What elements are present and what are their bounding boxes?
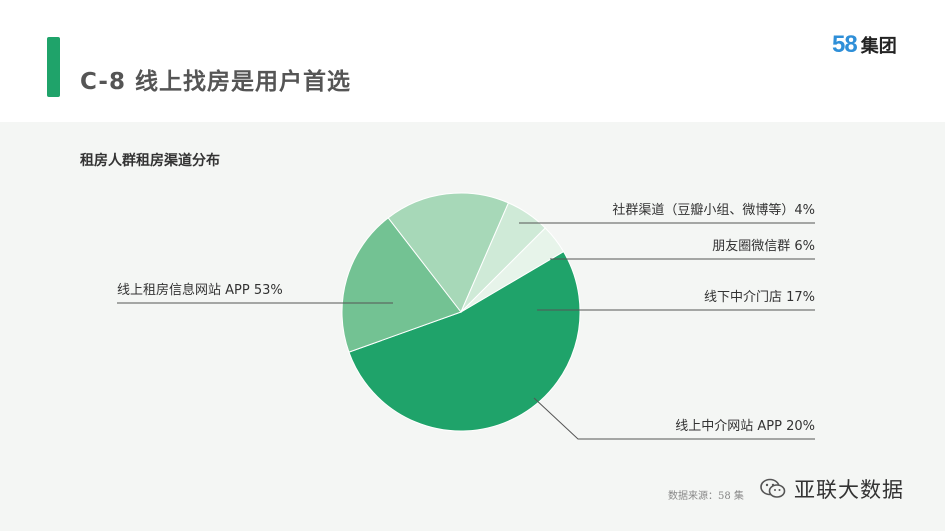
- slice-label: 线上租房信息网站 APP 53%: [117, 282, 283, 298]
- chart-title: 租房人群租房渠道分布: [80, 153, 220, 169]
- wechat-icon: [760, 478, 786, 500]
- watermark-text: 亚联大数据: [794, 478, 904, 502]
- leader-line: [533, 397, 815, 440]
- logo-numerals: 58: [832, 31, 858, 58]
- pie-slice: [460, 227, 565, 313]
- pie-slice: [341, 217, 462, 353]
- brand-logo: 58 集团: [832, 30, 897, 60]
- slice-label: 朋友圈微信群 6%: [712, 238, 815, 254]
- header: C-8 线上找房是用户首选 58 集团: [0, 0, 945, 122]
- logo-text: 集团: [860, 36, 897, 57]
- pie-slice: [348, 250, 581, 432]
- slice-label: 社群渠道（豆瓣小组、微博等）4%: [612, 202, 815, 218]
- watermark: 亚联大数据: [760, 474, 904, 504]
- data-source: 数据来源：58 集: [668, 491, 744, 502]
- accent-bar: [47, 37, 60, 97]
- pie-slice: [387, 192, 510, 313]
- page-title: C-8 线上找房是用户首选: [80, 69, 351, 95]
- slice-label: 线下中介门店 17%: [704, 290, 815, 305]
- slice-label: 线上中介网站 APP 20%: [675, 419, 815, 434]
